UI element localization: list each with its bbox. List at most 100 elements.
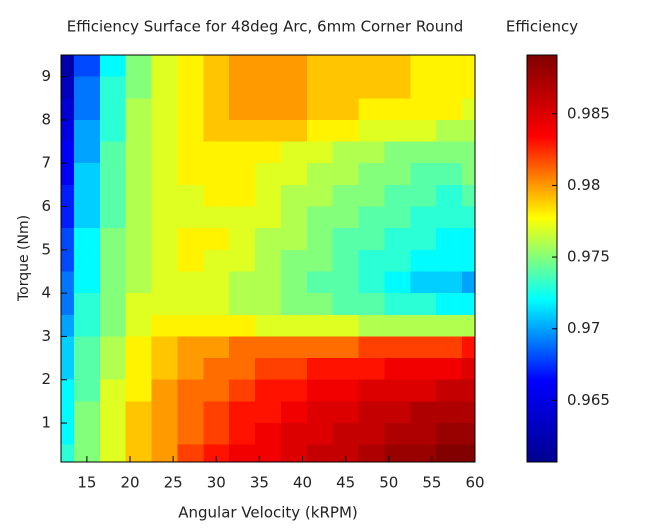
surface-cell bbox=[73, 249, 101, 272]
surface-cell bbox=[177, 206, 204, 229]
surface-cell bbox=[99, 55, 127, 78]
x-tick-label: 30 bbox=[207, 474, 226, 492]
surface-cell bbox=[332, 444, 360, 463]
surface-cell bbox=[306, 206, 334, 229]
surface-cell bbox=[436, 358, 463, 381]
surface-cell bbox=[255, 271, 282, 294]
surface-cell bbox=[410, 379, 437, 402]
surface-cell bbox=[358, 76, 385, 99]
surface-cell bbox=[462, 336, 476, 359]
surface-cell bbox=[73, 379, 101, 402]
surface-cell bbox=[177, 119, 204, 143]
surface-cell bbox=[99, 271, 127, 294]
surface-cell bbox=[99, 76, 127, 99]
surface-cell bbox=[306, 271, 334, 294]
surface-cell bbox=[255, 55, 282, 78]
surface-cell bbox=[436, 184, 463, 208]
surface-cell bbox=[177, 379, 204, 402]
surface-cell bbox=[73, 358, 101, 381]
surface-cell bbox=[203, 206, 230, 229]
surface-cell bbox=[99, 358, 127, 381]
surface-cell bbox=[229, 358, 256, 381]
x-tick-label: 60 bbox=[465, 474, 484, 492]
surface-cell bbox=[280, 228, 308, 251]
surface-cell bbox=[73, 444, 101, 463]
surface-cell bbox=[436, 206, 463, 229]
surface-cell bbox=[125, 163, 153, 186]
surface-cell bbox=[332, 336, 360, 359]
colorbar-tick-label: 0.965 bbox=[567, 391, 610, 409]
surface-cell bbox=[229, 271, 256, 294]
surface-cell bbox=[229, 163, 256, 186]
surface-cell bbox=[306, 314, 334, 337]
surface-cell bbox=[306, 163, 334, 186]
surface-cell bbox=[280, 184, 308, 208]
surface-cell bbox=[203, 119, 230, 143]
surface-cell bbox=[332, 249, 360, 272]
surface-cell bbox=[462, 444, 476, 463]
surface-cell bbox=[99, 401, 127, 424]
surface-cell bbox=[410, 228, 437, 251]
surface-cell bbox=[151, 423, 178, 446]
surface-cell bbox=[203, 163, 230, 186]
surface-cell bbox=[125, 358, 153, 381]
surface-cell bbox=[125, 206, 153, 229]
surface-cell bbox=[255, 423, 282, 446]
surface-cell bbox=[462, 206, 476, 229]
x-tick-label: 55 bbox=[422, 474, 441, 492]
surface-cell bbox=[280, 423, 308, 446]
surface-cell bbox=[177, 401, 204, 424]
surface-cell bbox=[151, 141, 178, 164]
surface-cell bbox=[332, 314, 360, 337]
surface-cell bbox=[229, 249, 256, 272]
surface-cell bbox=[384, 314, 411, 337]
surface-cell bbox=[255, 336, 282, 359]
surface-cell bbox=[177, 314, 204, 337]
surface-cell bbox=[358, 206, 385, 229]
y-tick-label: 2 bbox=[41, 370, 51, 388]
surface-cell bbox=[332, 163, 360, 186]
surface-cell bbox=[177, 293, 204, 316]
surface-cell bbox=[280, 401, 308, 424]
surface-cell bbox=[203, 271, 230, 294]
x-tick-label: 35 bbox=[250, 474, 269, 492]
surface-cell bbox=[280, 358, 308, 381]
surface-cell bbox=[61, 163, 75, 186]
surface-cell bbox=[358, 271, 385, 294]
surface-cell bbox=[203, 336, 230, 359]
surface-cell bbox=[99, 184, 127, 208]
surface-cell bbox=[358, 379, 385, 402]
surface-cell bbox=[384, 206, 411, 229]
surface-cell bbox=[177, 55, 204, 78]
surface-cell bbox=[280, 444, 308, 463]
surface-cell bbox=[177, 228, 204, 251]
surface-cell bbox=[306, 228, 334, 251]
colorbar-tick-label: 0.975 bbox=[567, 248, 610, 266]
surface-cell bbox=[125, 314, 153, 337]
surface-cell bbox=[462, 184, 476, 208]
surface-cell bbox=[358, 141, 385, 164]
x-tick-label: 25 bbox=[164, 474, 183, 492]
surface-cell bbox=[151, 206, 178, 229]
surface-cell bbox=[203, 141, 230, 164]
surface-cell bbox=[99, 379, 127, 402]
surface-cell bbox=[462, 379, 476, 402]
surface-cell bbox=[436, 98, 463, 121]
surface-cell bbox=[255, 228, 282, 251]
x-tick-label: 20 bbox=[120, 474, 139, 492]
surface-cell bbox=[229, 444, 256, 463]
surface-cell bbox=[229, 401, 256, 424]
surface-cell bbox=[229, 55, 256, 78]
surface-cell bbox=[177, 358, 204, 381]
surface-cell bbox=[151, 76, 178, 99]
surface-cell bbox=[410, 314, 437, 337]
surface-cell bbox=[99, 206, 127, 229]
surface-cell bbox=[229, 206, 256, 229]
surface-cell bbox=[229, 423, 256, 446]
surface-cell bbox=[332, 76, 360, 99]
surface-cell bbox=[61, 401, 75, 424]
surface-cell bbox=[384, 379, 411, 402]
x-axis-label: Angular Velocity (kRPM) bbox=[178, 504, 358, 522]
surface-cell bbox=[151, 55, 178, 78]
surface-cell bbox=[436, 314, 463, 337]
